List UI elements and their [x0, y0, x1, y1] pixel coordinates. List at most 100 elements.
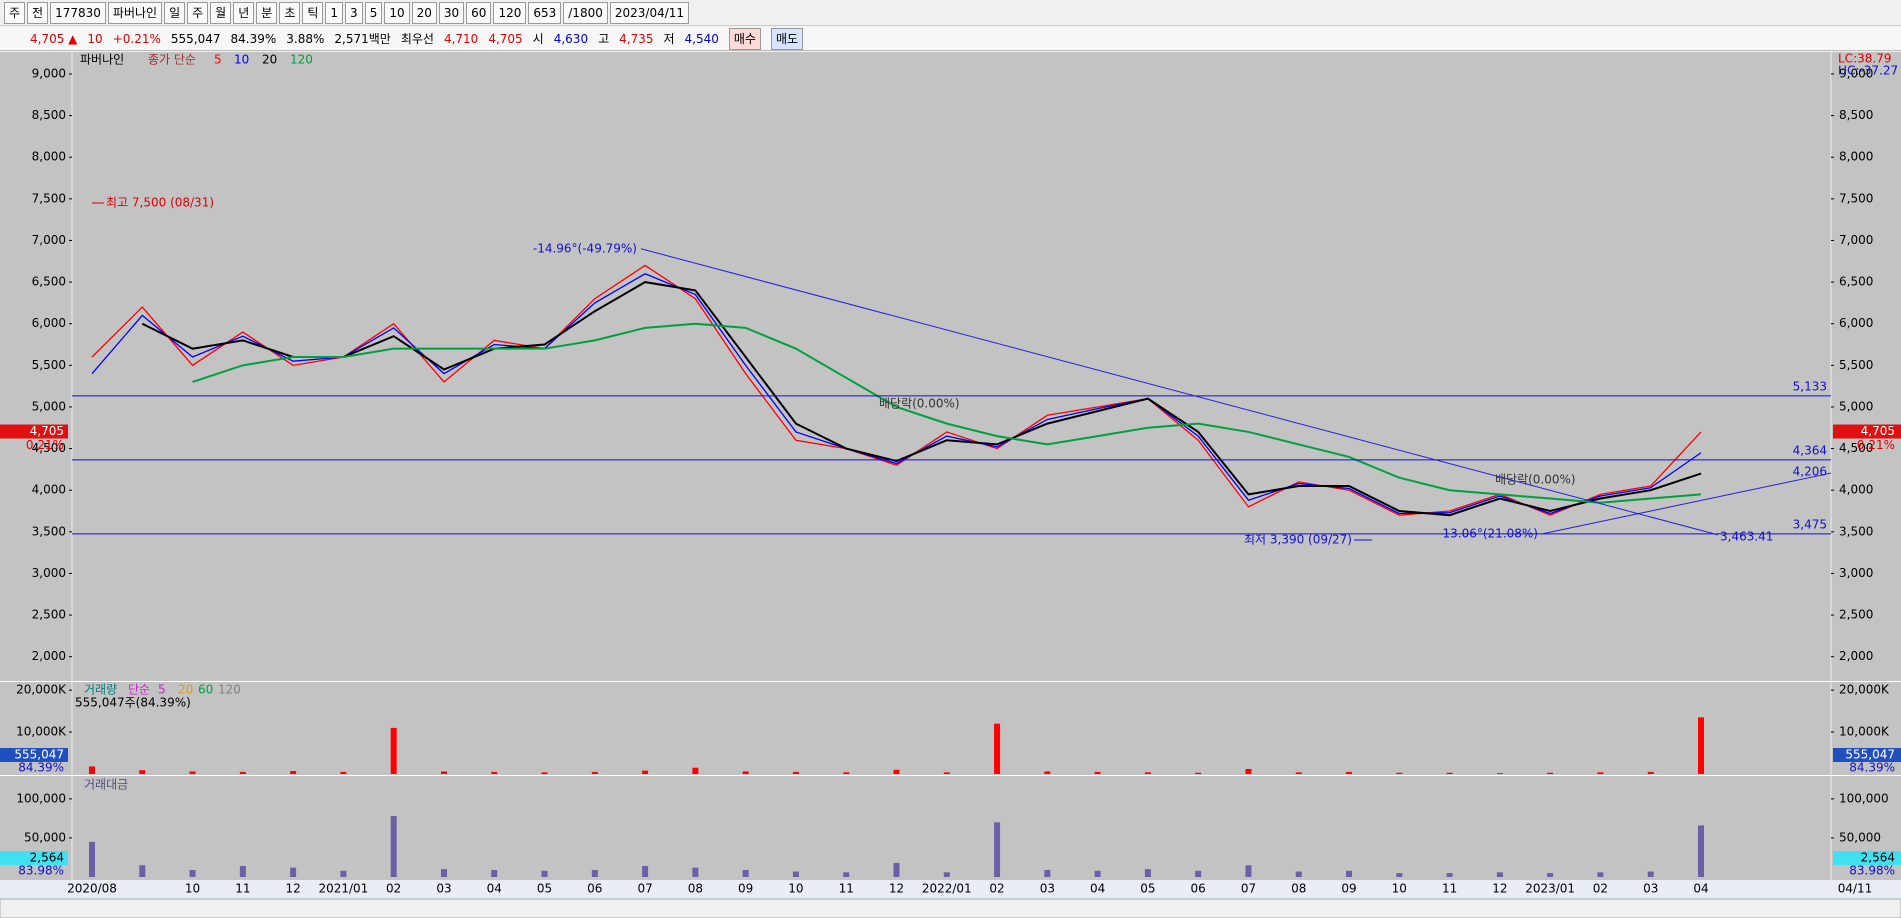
toolbar-button[interactable]: /1800 [563, 1, 608, 24]
price-tag [1833, 424, 1901, 439]
amount-bar [1647, 871, 1654, 877]
quote-item: 저 [663, 32, 675, 46]
y-tick-label: 6,500 [1839, 275, 1873, 289]
volume-bar [943, 772, 950, 774]
legend-entry: 10 [234, 53, 249, 67]
amount-bar [1346, 870, 1353, 877]
quote-item: 4,630 [553, 31, 589, 46]
amount-bar [1698, 825, 1704, 877]
y-tick-label: 8,500 [32, 108, 66, 122]
order-button[interactable]: 매도 [770, 27, 804, 50]
toolbar-button[interactable]: 1 [325, 1, 344, 24]
volume-bar [1195, 772, 1202, 774]
amount-bar [440, 869, 447, 877]
legend-label: 종가 단순 [148, 53, 196, 67]
volume-bar [792, 771, 799, 774]
legend-entry: 5 [214, 53, 222, 67]
trend-label: -14.96°(-49.79%) [533, 241, 637, 255]
volume-bar [843, 772, 850, 774]
amount-bar [994, 822, 1001, 877]
toolbar-button[interactable]: 60 [466, 1, 492, 24]
amount-bar [943, 872, 950, 877]
support-label: 4,364 [1793, 443, 1827, 457]
volume-bar [1245, 768, 1252, 774]
x-tick-label: 04 [487, 882, 502, 896]
toolbar-button[interactable]: 주 [187, 1, 209, 24]
toolbar-button[interactable]: 파버나인 [107, 1, 163, 24]
toolbar-button[interactable]: 주 [4, 1, 26, 24]
amount-bar [340, 870, 347, 877]
quote-item: 2,571백만 [334, 32, 391, 46]
ma-line [192, 322, 1702, 504]
volume-bar [1144, 772, 1151, 774]
y-tick-label: 7,000 [32, 233, 66, 247]
x-tick-label: 11 [1442, 882, 1457, 896]
y-tick-label: 9,000 [32, 66, 66, 80]
trend-end-label: 4,206 [1793, 465, 1827, 479]
ratio-label: 83.98% [1849, 864, 1895, 878]
volume-bar [239, 771, 246, 774]
y-tick-label: 20,000K [1839, 683, 1890, 697]
panel-title: 거래량 [84, 683, 117, 697]
x-tick-label: 02 [989, 882, 1004, 896]
y-tick-label: 8,500 [1839, 108, 1873, 122]
toolbar-button[interactable]: 2023/04/11 [609, 1, 690, 24]
y-tick-label: 4,500 [1839, 441, 1873, 455]
toolbar-button[interactable]: 653 [528, 1, 562, 24]
ratio-label: 83.98% [18, 864, 64, 878]
volume-bar [994, 723, 1001, 774]
toolbar-button[interactable]: 일 [164, 1, 186, 24]
volume-bar [491, 771, 498, 774]
toolbar-button[interactable]: 5 [364, 1, 383, 24]
toolbar-button[interactable]: 20 [411, 1, 437, 24]
y-tick-label: 2,500 [32, 608, 66, 622]
x-tick-label: 10 [185, 882, 200, 896]
volume-bar [1597, 772, 1604, 774]
y-tick-label: 10,000K [16, 725, 67, 739]
volume-bar [1446, 772, 1453, 774]
x-tick-label: 12 [285, 882, 300, 896]
quote-item: 시 [532, 32, 544, 46]
toolbar-button[interactable]: 120 [493, 1, 527, 24]
y-tick-label: 20,000K [16, 683, 67, 697]
amount-bar [642, 866, 649, 877]
order-button[interactable]: 매수 [728, 27, 761, 50]
toolbar-button[interactable]: 10 [384, 1, 410, 24]
volume-note: 555,047주(84.39%) [75, 696, 191, 710]
toolbar-button[interactable]: 분 [256, 1, 278, 24]
x-tick-label: 06 [587, 882, 602, 896]
volume-bar [340, 771, 347, 774]
y-tick-label: 6,000 [32, 316, 66, 330]
toolbar-button[interactable]: 초 [279, 1, 301, 24]
volume-bar [1396, 772, 1403, 774]
toolbar-button[interactable]: 전 [27, 1, 49, 24]
toolbar-button[interactable]: 틱 [302, 1, 324, 24]
amount-bar [591, 869, 598, 877]
y-tick-label: 4,500 [32, 441, 66, 455]
value-tag [0, 851, 68, 865]
y-tick-label: 8,000 [1839, 150, 1873, 164]
quote-item: 84.39% [230, 31, 277, 46]
panel-title: 파버나인 [80, 53, 124, 67]
x-tick-label: 04 [1693, 882, 1708, 896]
y-tick-label: 3,500 [1839, 524, 1873, 538]
y-tick-label: 3,500 [32, 524, 66, 538]
ratio-label: 84.39% [1849, 761, 1895, 775]
quote-item: 4,705 ▲ [30, 31, 78, 46]
toolbar-button[interactable]: 년 [233, 1, 255, 24]
toolbar-button[interactable]: 30 [438, 1, 465, 24]
toolbar-button[interactable]: 3 [345, 1, 363, 24]
y-tick-label: 5,000 [1839, 399, 1873, 413]
toolbar-button[interactable]: 177830 [50, 1, 106, 24]
y-tick-label: 7,500 [32, 191, 66, 205]
volume-bar [1346, 771, 1353, 774]
amount-bar [1446, 873, 1453, 877]
toolbar-button[interactable]: 월 [210, 1, 232, 24]
y-tick-label: 100,000 [16, 791, 66, 805]
trend-line [1541, 472, 1832, 535]
y-tick-label: 50,000 [24, 830, 66, 844]
value-tag [1833, 851, 1901, 865]
quote-item: 4,735 [619, 31, 654, 46]
x-tick-label: 03 [436, 882, 451, 896]
